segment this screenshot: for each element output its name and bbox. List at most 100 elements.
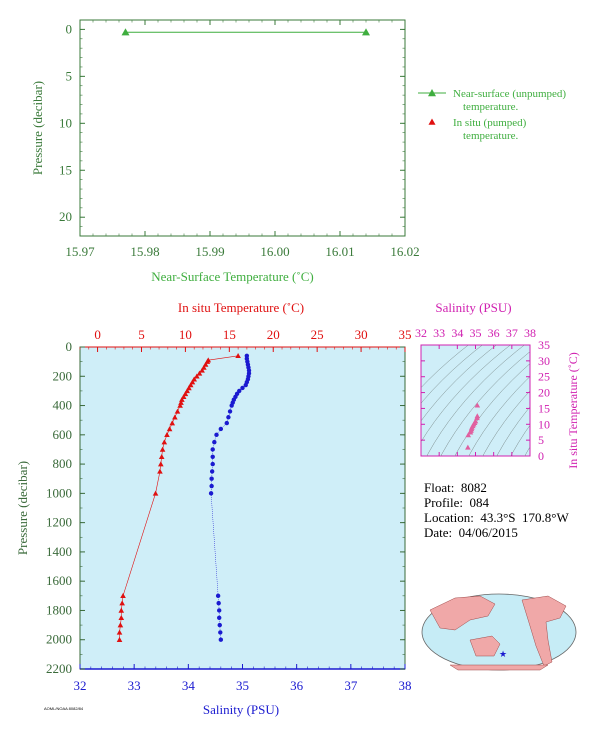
legend-insitu-label-2: temperature. (463, 130, 519, 142)
profile-plot-area (79, 346, 406, 670)
temperature-point (199, 367, 205, 373)
temperature-point (118, 607, 125, 613)
salinity-tick-label: 38 (399, 678, 412, 693)
ts-point (467, 429, 474, 435)
salinity-tick-label: 37 (344, 678, 358, 693)
salinity-point (217, 608, 222, 613)
salinity-point (210, 447, 215, 452)
top-xlabel: Near-Surface Temperature (˚C) (151, 269, 313, 284)
top-xtick-label: 16.01 (325, 244, 354, 259)
profile-ytick-label: 1400 (46, 544, 72, 559)
temperature-point (178, 399, 184, 405)
temperature-point (158, 461, 164, 467)
legend-insitu-marker (428, 118, 436, 125)
ts-xtick-label: 36 (488, 326, 500, 340)
salinity-point (209, 483, 214, 489)
ts-xtick-label: 38 (524, 326, 536, 340)
location-value: 43.3°S 170.8°W (480, 510, 569, 525)
profile-ytick-label: 800 (53, 456, 73, 471)
ts-isopycnal (421, 345, 511, 443)
map-land-australia (469, 635, 501, 657)
ts-point (465, 444, 471, 450)
meta-location: Location: 43.3°S 170.8°W (424, 510, 569, 526)
salinity-point (217, 622, 222, 628)
salinity-tick-label: 36 (290, 678, 304, 693)
salinity-point (218, 637, 224, 642)
salinity-point (240, 385, 245, 391)
temp-tick-label: 15 (223, 327, 236, 342)
top-ytick-label: 0 (66, 21, 73, 36)
temperature-point (152, 490, 159, 496)
temp-tick-label: 0 (94, 327, 101, 342)
float-value: 8082 (460, 480, 487, 495)
temperature-point (161, 439, 168, 445)
salinity-point (243, 382, 248, 388)
legend-near-surface-label-2: temperature. (463, 101, 519, 113)
profile-ytick-label: 200 (53, 368, 73, 383)
top-ytick-label: 5 (66, 68, 73, 83)
ts-isopycnal (421, 345, 483, 404)
profile-ytick-label: 0 (66, 339, 73, 354)
ts-plot-area (420, 344, 531, 457)
ts-point (474, 402, 481, 408)
ts-title: Salinity (PSU) (435, 300, 511, 315)
temperature-point (179, 396, 185, 402)
temp-tick-label: 10 (179, 327, 192, 342)
salinity-point (227, 409, 233, 414)
temperature-point (166, 426, 173, 432)
temp-axis-title: In situ Temperature (˚C) (178, 300, 304, 315)
temperature-point (118, 614, 125, 621)
near-surface-point (362, 28, 370, 36)
legend-insitu-label-1: In situ (pumped) (453, 117, 527, 129)
top-ytick-label: 20 (59, 209, 72, 224)
temperature-point (174, 408, 181, 414)
profile-ytick-label: 1600 (46, 573, 72, 588)
temperature-point (194, 373, 200, 379)
meta-float: Float: 8082 (424, 480, 487, 496)
salinity-point (210, 454, 215, 459)
temperature-point (119, 600, 125, 606)
salinity-point (224, 420, 229, 426)
profile-ytick-label: 2200 (46, 661, 72, 676)
ts-xtick-label: 34 (451, 326, 463, 340)
map-land-asia (429, 595, 496, 631)
temp-tick-label: 5 (138, 327, 145, 342)
salinity-point (210, 461, 215, 467)
temperature-point (235, 352, 241, 359)
location-label: Location: (424, 510, 474, 525)
salinity-point (209, 476, 214, 481)
salinity-tick-label: 35 (236, 678, 249, 693)
temperature-point (117, 622, 124, 628)
salinity-point (229, 403, 234, 408)
top-xtick-label: 15.99 (195, 244, 224, 259)
salinity-point (226, 415, 231, 420)
footer-code: AOML/NOAA 8082/84 (44, 706, 84, 711)
ts-isopycnal (482, 390, 530, 456)
temperature-point (116, 629, 123, 635)
temperature-point (159, 446, 166, 452)
ts-isopycnal (524, 446, 530, 456)
ts-ytick-label: 30 (538, 354, 550, 368)
near-surface-point (121, 28, 130, 36)
temp-tick-label: 20 (267, 327, 280, 342)
date-value: 04/06/2015 (458, 525, 518, 540)
salinity-tick-label: 34 (182, 678, 196, 693)
temperature-point (196, 370, 203, 376)
map-land-antarctica (449, 664, 549, 671)
ts-ylabel: In situ Temperature (˚C) (566, 352, 580, 469)
ts-isopycnals (421, 345, 530, 456)
temp-tick-label: 25 (311, 327, 324, 342)
ts-isopycnal (426, 345, 525, 456)
profile-chart: 0200400600800100012001400160018002000220… (15, 300, 412, 717)
temperature-point (120, 593, 126, 599)
salinity-point (216, 600, 221, 606)
temp-tick-label: 30 (355, 327, 368, 342)
temperature-point (158, 453, 165, 460)
ts-isopycnal (454, 363, 530, 456)
salinity-point (208, 491, 214, 496)
top-ytick-label: 10 (59, 115, 72, 130)
profile-label: Profile: (424, 495, 463, 510)
profile-ylabel: Pressure (decibar) (15, 461, 30, 555)
salinity-point (218, 426, 224, 432)
